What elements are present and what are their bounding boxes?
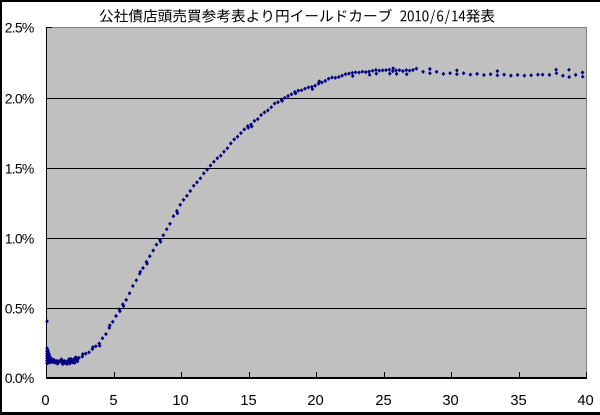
svg-text:1.0%: 1.0% xyxy=(5,231,34,247)
svg-text:10: 10 xyxy=(172,393,188,409)
svg-text:15: 15 xyxy=(240,393,256,409)
svg-text:20: 20 xyxy=(307,393,323,409)
svg-text:30: 30 xyxy=(442,393,458,409)
svg-text:25: 25 xyxy=(375,393,391,409)
svg-text:2.5%: 2.5% xyxy=(5,20,34,36)
svg-text:0.5%: 0.5% xyxy=(5,301,34,317)
svg-text:35: 35 xyxy=(510,393,526,409)
svg-text:1.5%: 1.5% xyxy=(5,161,34,177)
svg-text:0.0%: 0.0% xyxy=(5,370,34,386)
svg-text:40: 40 xyxy=(577,393,593,409)
svg-text:5: 5 xyxy=(109,393,117,409)
svg-text:0: 0 xyxy=(41,393,49,409)
svg-text:2.0%: 2.0% xyxy=(5,91,34,107)
